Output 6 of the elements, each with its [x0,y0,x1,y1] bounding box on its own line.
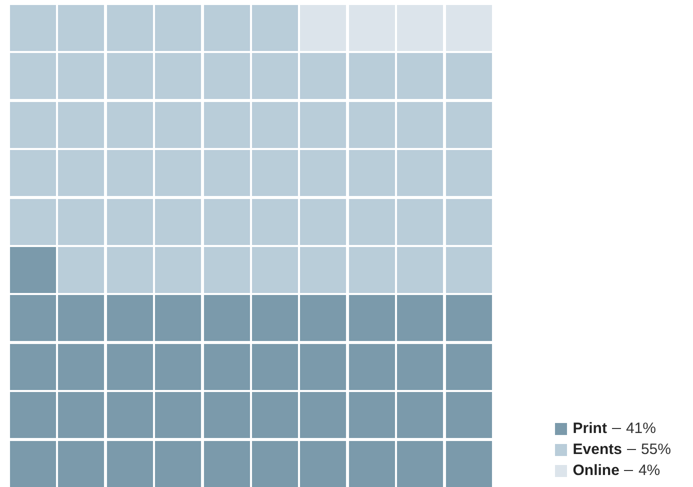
data-label: 55% [640,441,671,458]
category-label: Print [572,420,607,437]
category-label: Online [572,462,620,479]
data-label: 41% [626,420,656,437]
category-label: Events [572,441,622,458]
data-label: 4% [638,462,660,479]
